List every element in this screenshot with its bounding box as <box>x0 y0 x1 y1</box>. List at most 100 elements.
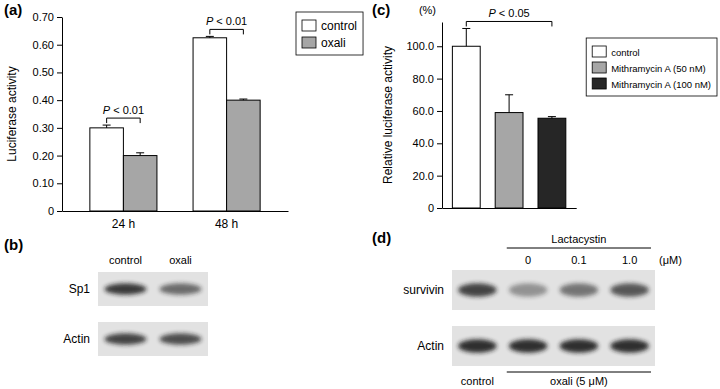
tick: 80.0 <box>413 73 442 85</box>
bar <box>193 38 227 211</box>
legend-label: Mithramycin A (100 nM) <box>611 79 711 90</box>
tick-mark <box>57 156 62 157</box>
annotation: P < 0.01 <box>206 15 247 27</box>
x-axis <box>443 208 577 210</box>
tick-mark <box>437 176 442 177</box>
tick: 0.50 <box>33 66 62 78</box>
legend-swatch <box>592 46 606 57</box>
dose-unit: (μM) <box>659 254 682 266</box>
dose-label: 0.1 <box>571 254 586 266</box>
tick: 20.0 <box>413 170 442 182</box>
dose-label: 0 <box>525 254 531 266</box>
figure: (a)controloxali00.100.200.300.400.500.60… <box>0 0 720 389</box>
bar <box>452 46 480 208</box>
tick: 100.0 <box>406 40 442 52</box>
error-bar <box>136 153 144 156</box>
tick-mark <box>57 128 62 129</box>
row-label: Actin <box>63 332 90 346</box>
annotation: P < 0.05 <box>488 7 529 19</box>
tick-label: 80.0 <box>413 73 434 85</box>
legend-box <box>586 38 717 96</box>
treatment-line <box>507 248 651 249</box>
error-cap <box>206 36 214 37</box>
error-bar <box>206 36 214 37</box>
tick-label: 0 <box>428 202 434 214</box>
tick: 60.0 <box>413 105 442 117</box>
legend-item: Mithramycin A (100 nM) <box>592 78 711 90</box>
bar <box>227 100 261 211</box>
panel-label: (d) <box>372 229 391 246</box>
blot-band <box>105 283 147 295</box>
error-bar <box>103 125 111 128</box>
error-cap <box>462 28 470 29</box>
tick: 48 h <box>215 211 238 231</box>
tick: 0 <box>428 202 442 214</box>
bar <box>538 118 566 208</box>
panel-label: (a) <box>4 1 22 18</box>
lane-label: oxali <box>169 254 192 266</box>
tick-label: 0 <box>48 205 54 217</box>
panel-label: (b) <box>4 236 23 253</box>
blot-band <box>610 283 649 297</box>
row-label: survivin <box>403 283 444 297</box>
x-axis: 24 h48 h <box>63 211 289 231</box>
error-bar <box>239 99 247 100</box>
plot-marks <box>452 28 565 208</box>
blot-band <box>610 339 649 353</box>
tick-label: 40.0 <box>413 137 434 149</box>
legend-swatch <box>302 20 316 31</box>
error-cap <box>505 94 513 95</box>
tick-label: 0.40 <box>33 94 54 106</box>
legend: control Mithramycin A (50 nM) Mithramycin … <box>586 38 717 96</box>
tick-mark <box>437 46 442 47</box>
blot-band <box>160 283 202 295</box>
legend-label: control <box>611 47 640 58</box>
tick-mark <box>437 143 442 144</box>
axis-line <box>62 18 63 212</box>
legend: controloxali <box>296 12 363 55</box>
tick: 0.60 <box>33 39 62 51</box>
group-label: oxali (5 μM) <box>550 375 608 387</box>
bar <box>123 156 157 211</box>
tick-label: 0.10 <box>33 177 54 189</box>
error-cap <box>239 99 247 100</box>
tick-label: 0.30 <box>33 122 54 134</box>
legend-label: oxali <box>321 36 346 50</box>
dose-label: 1.0 <box>622 254 637 266</box>
significance-bracket <box>210 29 244 34</box>
blot-band <box>509 283 548 297</box>
tick-mark <box>57 211 62 212</box>
blot-band <box>560 283 599 297</box>
tick-label: 0.50 <box>33 66 54 78</box>
error-bar <box>462 28 470 46</box>
blot-background <box>452 270 655 310</box>
blot-background <box>452 326 655 366</box>
tick-mark <box>57 183 62 184</box>
blot-band <box>458 339 497 353</box>
y-axis: 00.100.200.300.400.500.600.70 <box>33 11 63 217</box>
axis-line <box>442 23 443 209</box>
panel: (d)survivinActincontrol00.11.0(μM)Lactac… <box>372 229 682 387</box>
significance-bracket <box>107 118 141 123</box>
legend-swatch <box>592 62 606 73</box>
panel: (c)controlMithramycin A (50 nM)Mithramyc… <box>372 1 717 214</box>
tick: 0.30 <box>33 122 62 134</box>
tick-mark <box>437 111 442 112</box>
blot-band <box>105 333 147 345</box>
tick-label: 20.0 <box>413 170 434 182</box>
tick-mark <box>437 79 442 80</box>
panel: (a)controloxali00.100.200.300.400.500.60… <box>4 1 363 231</box>
tick-label: 0.60 <box>33 39 54 51</box>
tick: 0.10 <box>33 177 62 189</box>
tick-label: 60.0 <box>413 105 434 117</box>
plot-marks <box>90 36 260 211</box>
blot-band <box>560 339 599 353</box>
significance-bracket <box>466 21 552 26</box>
legend-item: Mithramycin A (50 nM) <box>592 62 706 74</box>
tick-label: 0.70 <box>33 11 54 23</box>
tick-mark <box>57 45 62 46</box>
annotation: P < 0.01 <box>103 104 144 116</box>
error-line <box>509 95 510 113</box>
blot-background <box>98 272 208 306</box>
tick-mark <box>57 100 62 101</box>
